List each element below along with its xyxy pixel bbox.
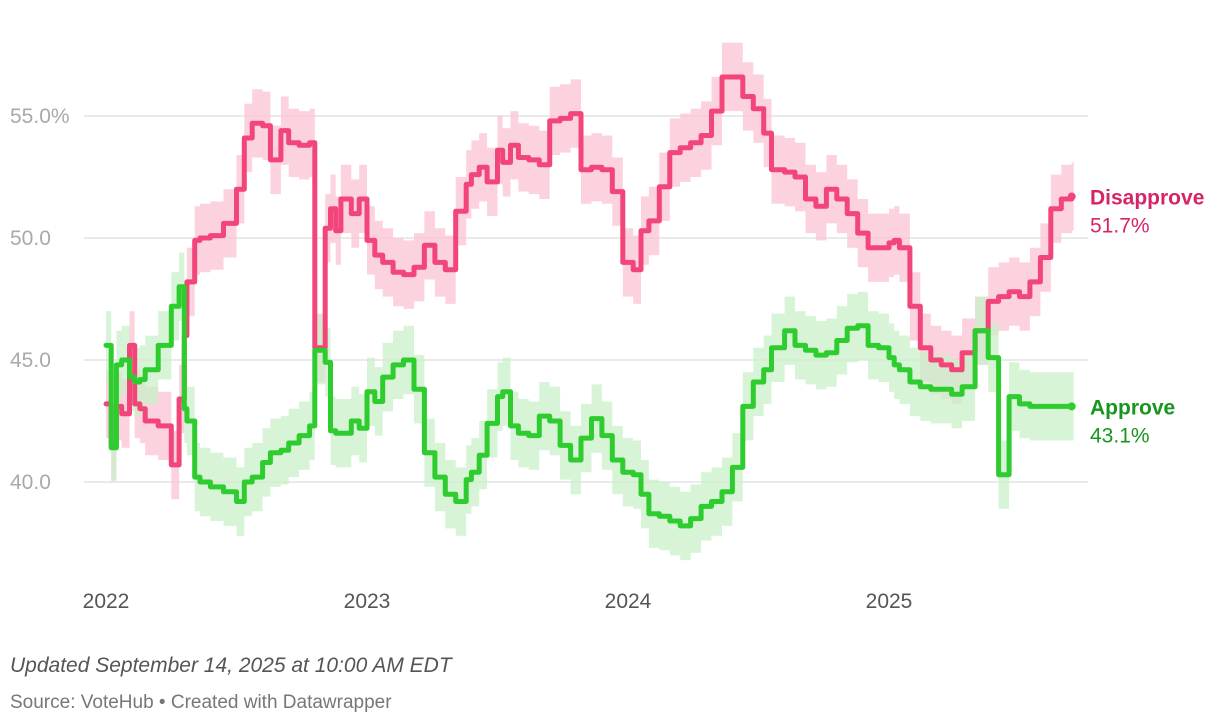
x-tick-label: 2025 bbox=[866, 590, 913, 613]
y-tick-label: 50.0 bbox=[10, 227, 51, 250]
series-lines bbox=[103, 74, 1076, 529]
confidence-bands bbox=[106, 42, 1074, 561]
approve-label: Approve bbox=[1090, 396, 1175, 419]
x-tick-label: 2023 bbox=[344, 590, 391, 613]
approval-chart: 55.0% 50.0 45.0 40.0 2022 2023 2024 2025 Disap… bbox=[10, 42, 1204, 613]
disapprove-band bbox=[106, 42, 1074, 500]
y-tick-label: 55.0% bbox=[10, 105, 70, 128]
y-tick-label: 45.0 bbox=[10, 349, 51, 372]
approve-value: 43.1% bbox=[1090, 424, 1150, 447]
series-end-labels: Disapprove 51.7% Approve 43.1% bbox=[1090, 187, 1204, 448]
y-axis: 55.0% 50.0 45.0 40.0 bbox=[10, 105, 70, 494]
source-credit: Source: VoteHub • Created with Datawrapp… bbox=[10, 692, 392, 713]
disapprove-value: 51.7% bbox=[1090, 215, 1150, 238]
approve-band bbox=[106, 252, 1074, 561]
approve-line bbox=[103, 284, 1075, 529]
updated-note: Updated September 14, 2025 at 10:00 AM E… bbox=[10, 654, 452, 677]
approve-end-point bbox=[1067, 402, 1076, 411]
disapprove-label: Disapprove bbox=[1090, 187, 1204, 210]
x-axis: 2022 2023 2024 2025 bbox=[83, 590, 913, 613]
disapprove-line bbox=[103, 74, 1075, 468]
x-tick-label: 2022 bbox=[83, 590, 130, 613]
disapprove-end-point bbox=[1067, 192, 1076, 201]
y-tick-label: 40.0 bbox=[10, 471, 51, 494]
x-tick-label: 2024 bbox=[605, 590, 652, 613]
